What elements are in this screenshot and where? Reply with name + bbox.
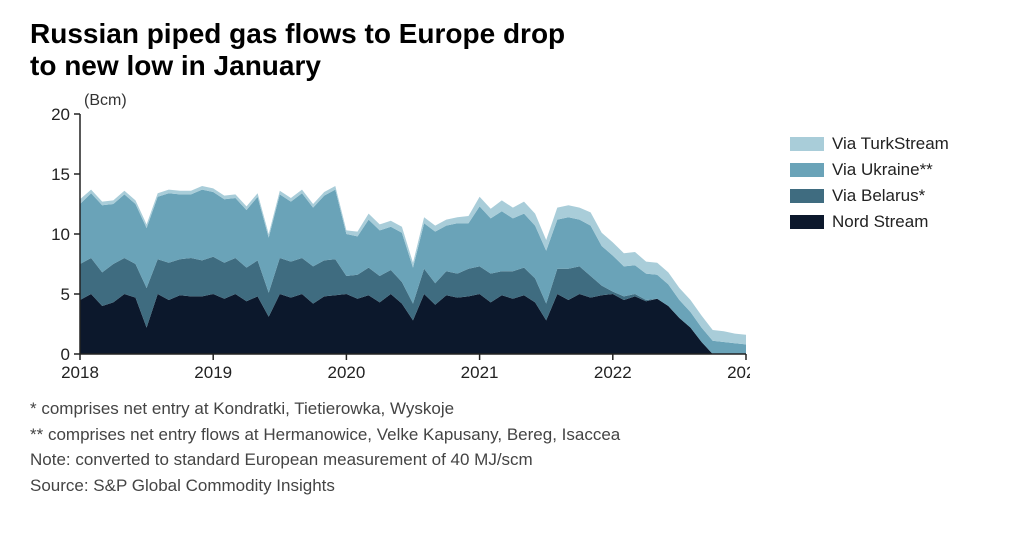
note-line: ** comprises net entry flows at Hermanow…	[30, 422, 994, 448]
legend-label: Nord Stream	[832, 212, 928, 232]
legend-swatch	[790, 189, 824, 203]
legend-item: Via Ukraine**	[790, 160, 949, 180]
chart-title: Russian piped gas flows to Europe drop t…	[30, 18, 994, 82]
y-tick-label: 20	[51, 105, 70, 124]
x-tick-label: 2021	[461, 363, 499, 382]
legend-swatch	[790, 163, 824, 177]
legend-item: Via Belarus*	[790, 186, 949, 206]
y-tick-label: 5	[61, 285, 70, 304]
chart-row: (Bcm) 05101520201820192020202120222023 V…	[30, 92, 994, 382]
stacked-area-chart: 0 5 10 15 20 2018 2019 2020 2021 2022 2023	[30, 92, 750, 382]
y-tick-label: 15	[51, 165, 70, 184]
x-tick-label: 2022	[594, 363, 632, 382]
title-line-1: Russian piped gas flows to Europe drop	[30, 18, 565, 49]
legend-label: Via Belarus*	[832, 186, 925, 206]
legend-label: Via TurkStream	[832, 134, 949, 154]
y-tick-label: 0	[61, 345, 70, 364]
x-tick-label: 2018	[61, 363, 99, 382]
x-tick-label: 2023	[727, 363, 750, 382]
note-line: Source: S&P Global Commodity Insights	[30, 473, 994, 499]
note-line: Note: converted to standard European mea…	[30, 447, 994, 473]
y-tick-label: 10	[51, 225, 70, 244]
title-line-2: to new low in January	[30, 50, 321, 81]
x-tick-label: 2019	[194, 363, 232, 382]
legend-swatch	[790, 215, 824, 229]
chart-notes: * comprises net entry at Kondratki, Tiet…	[30, 396, 994, 498]
legend-item: Via TurkStream	[790, 134, 949, 154]
legend-item: Nord Stream	[790, 212, 949, 232]
legend-label: Via Ukraine**	[832, 160, 933, 180]
chart-container: (Bcm) 05101520201820192020202120222023	[30, 92, 750, 382]
x-tick-label: 2020	[327, 363, 365, 382]
legend: Via TurkStream Via Ukraine** Via Belarus* N…	[790, 134, 949, 232]
legend-swatch	[790, 137, 824, 151]
note-line: * comprises net entry at Kondratki, Tiet…	[30, 396, 994, 422]
